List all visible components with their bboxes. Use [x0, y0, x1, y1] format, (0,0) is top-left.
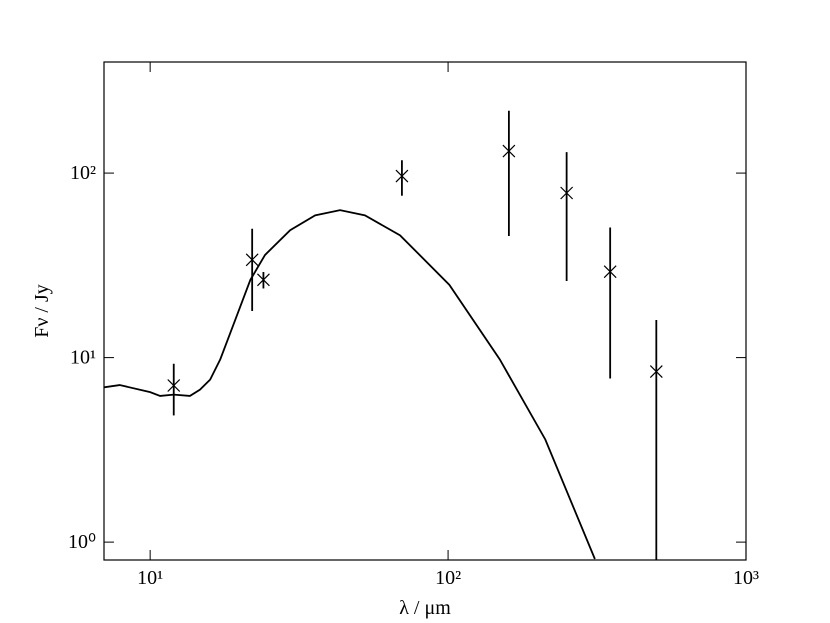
- data-point: [395, 169, 409, 183]
- data-point: [167, 379, 181, 392]
- x-tick-label: 10²: [435, 567, 461, 589]
- y-tick-label: 10⁰: [68, 531, 96, 553]
- data-point: [256, 273, 270, 287]
- model-line: [104, 209, 596, 560]
- y-tick-label: 10²: [70, 162, 96, 184]
- y-axis-label: Fν / Jy: [31, 284, 53, 338]
- x-axis-label: λ / μm: [399, 597, 451, 619]
- data-point: [649, 365, 663, 378]
- data-point: [502, 144, 516, 158]
- plot-area: [104, 110, 663, 560]
- y-tick-label: 10¹: [70, 347, 96, 369]
- plot-frame: [103, 61, 747, 561]
- data-point: [603, 265, 617, 279]
- x-tick-label: 10¹: [137, 567, 163, 589]
- data-point: [560, 186, 574, 200]
- data-point: [245, 253, 259, 267]
- x-tick-label: 10³: [733, 567, 759, 589]
